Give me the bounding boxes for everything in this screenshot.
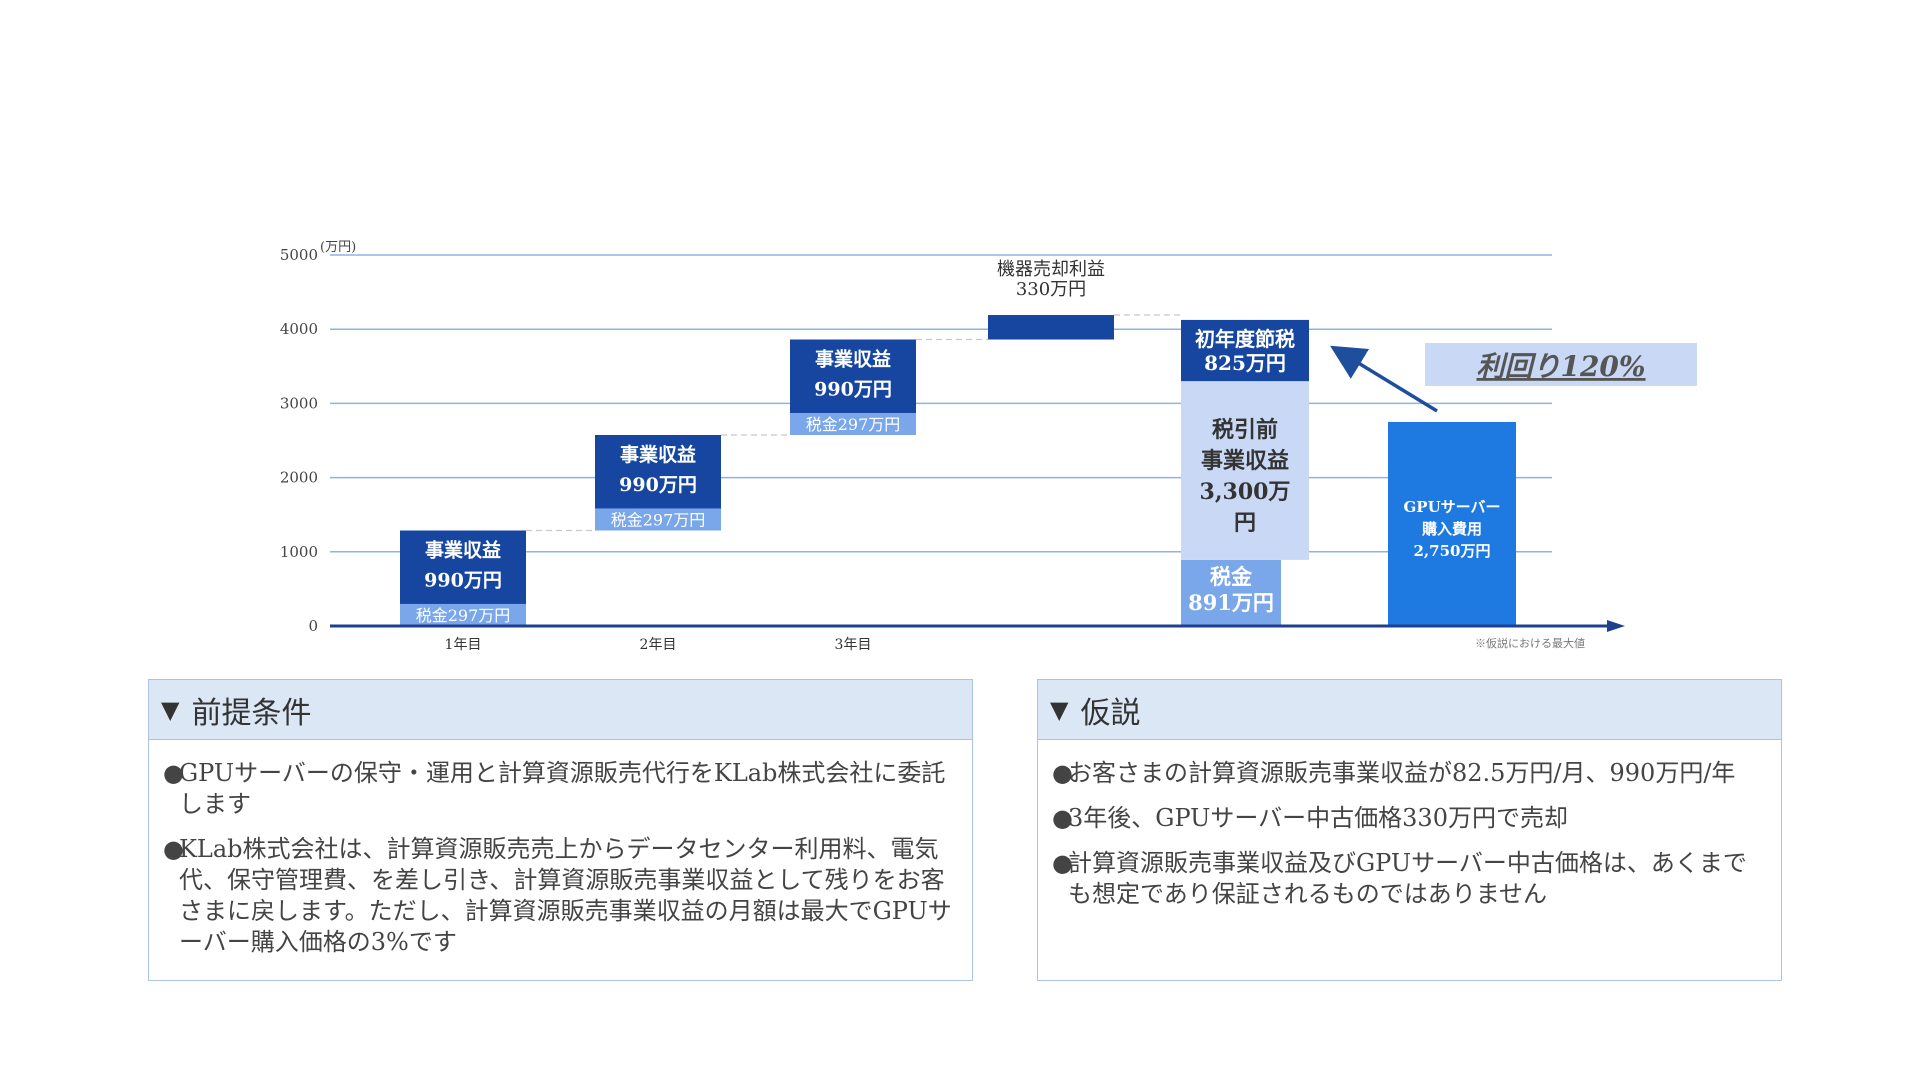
premise-bullet-text: KLab株式会社は、計算資源販売売上からデータセンター利用料、電気代、保守管理費… [179, 835, 952, 956]
hypothesis-bullet-text: 3年後、GPUサーバー中古価格330万円で売却 [1068, 804, 1568, 832]
bar-y2-rev [595, 435, 721, 509]
bar-total-pretax [1181, 381, 1309, 560]
triangle-down-icon: ▼ [1050, 695, 1069, 724]
y-tick-label: 0 [308, 617, 318, 635]
bar-label-y3-rev: 990万円 [814, 379, 892, 401]
premise-panel-title: 前提条件 [191, 695, 312, 731]
bar-label-y3-rev: 事業収益 [815, 348, 891, 371]
x-tick-label: 2年目 [640, 637, 677, 653]
bar-total-taxsave [1181, 319, 1309, 382]
triangle-down-icon: ▼ [161, 695, 180, 724]
y-tick-label: 2000 [280, 469, 318, 487]
x-axis [330, 620, 1625, 632]
y-tick-label: 1000 [280, 543, 318, 561]
premise-bullet-text: GPUサーバーの保守・運用と計算資源販売代行をKLab株式会社に委託します [179, 759, 946, 818]
bar-label-gpu-cost: GPUサーバー [1403, 498, 1500, 516]
bar-label-total-tax: 891万円 [1188, 590, 1274, 615]
list-item: ● 3年後、GPUサーバー中古価格330万円で売却 [1052, 803, 1765, 834]
hypothesis-panel-body: ● お客さまの計算資源販売事業収益が82.5万円/月、990万円/年 ● 3年後… [1038, 740, 1781, 910]
bar-label-y1-rev: 990万円 [424, 570, 502, 592]
bar-label-total-pretax: 税引前 [1212, 417, 1278, 443]
hypothesis-panel: ▼ 仮説 ● お客さまの計算資源販売事業収益が82.5万円/月、990万円/年 … [1037, 679, 1782, 981]
y-axis-tick-labels: 0 1000 2000 3000 4000 5000 [280, 246, 318, 635]
bar-label-y1-rev: 事業収益 [425, 539, 501, 562]
premise-panel-body: ● GPUサーバーの保守・運用と計算資源販売代行をKLab株式会社に委託します … [149, 740, 972, 958]
bullet-icon: ● [1052, 804, 1073, 832]
bar-label-y1-tax: 税金297万円 [416, 606, 511, 625]
yield-box [1425, 343, 1697, 386]
hypothesis-bullet-text: 計算資源販売事業収益及びGPUサーバー中古価格は、あくまでも想定であり保証される… [1068, 849, 1747, 908]
bar-label-sale: 機器売却利益 [997, 259, 1105, 280]
list-item: ● KLab株式会社は、計算資源販売売上からデータセンター利用料、電気代、保守管… [163, 834, 956, 958]
bar-y1-tax [400, 603, 526, 626]
bar-y2-tax [595, 508, 721, 531]
bar-y1-rev [400, 530, 526, 604]
yield-arrow-icon [1330, 345, 1438, 413]
bar-y3-tax [790, 412, 916, 436]
bar-label-y2-rev: 990万円 [619, 474, 697, 496]
connector-lines [526, 314, 1181, 532]
x-tick-label: 1年目 [445, 637, 482, 653]
x-tick-label: 3年目 [835, 637, 872, 653]
hypothesis-bullet-text: お客さまの計算資源販売事業収益が82.5万円/月、990万円/年 [1068, 759, 1736, 787]
y-tick-label: 5000 [280, 246, 318, 264]
bullet-icon: ● [1052, 849, 1073, 877]
hypothesis-panel-header: ▼ 仮説 [1038, 680, 1781, 740]
bullet-icon: ● [163, 759, 184, 787]
list-item: ● 計算資源販売事業収益及びGPUサーバー中古価格は、あくまでも想定であり保証さ… [1052, 848, 1765, 910]
hypothesis-panel-title: 仮説 [1080, 695, 1141, 731]
bar-label-total-taxsave: 825万円 [1204, 351, 1286, 375]
bar-label-total-tax: 税金 [1210, 564, 1253, 589]
y-axis-unit-label: (万円) [320, 240, 356, 255]
bar-gpu-cost [1388, 421, 1516, 626]
bar-label-total-pretax: 円 [1234, 510, 1256, 536]
list-item: ● お客さまの計算資源販売事業収益が82.5万円/月、990万円/年 [1052, 758, 1765, 789]
bar-label-y3-tax: 税金297万円 [806, 415, 901, 434]
y-tick-label: 3000 [280, 394, 318, 412]
bar-label-total-taxsave: 初年度節税 [1195, 327, 1295, 351]
bar-label-gpu-cost: 2,750万円 [1414, 542, 1491, 560]
yield-callout: 利回り120% [1330, 343, 1697, 413]
x-axis-arrow-icon [1607, 620, 1625, 632]
x-axis-category-labels: 1年目 2年目 3年目 [445, 637, 872, 653]
list-item: ● GPUサーバーの保守・運用と計算資源販売代行をKLab株式会社に委託します [163, 758, 956, 820]
bar-sale [988, 315, 1114, 340]
footnote: ※仮説における最大値 [1475, 636, 1585, 650]
bars: 税金297万円事業収益990万円税金297万円事業収益990万円税金297万円事… [400, 259, 1516, 626]
bar-total-tax [1181, 559, 1281, 626]
yield-label: 利回り120% [1476, 350, 1645, 383]
bar-label-gpu-cost: 購入費用 [1421, 520, 1482, 538]
bar-label-total-pretax: 3,300万 [1200, 479, 1291, 505]
bar-label-y2-rev: 事業収益 [620, 443, 696, 466]
bar-label-sale: 330万円 [1016, 279, 1086, 300]
bullet-icon: ● [1052, 759, 1073, 787]
premise-panel-header: ▼ 前提条件 [149, 680, 972, 740]
bullet-icon: ● [163, 835, 184, 863]
premise-panel: ▼ 前提条件 ● GPUサーバーの保守・運用と計算資源販売代行をKLab株式会社… [148, 679, 973, 981]
bar-label-total-pretax: 事業収益 [1201, 448, 1289, 474]
bar-y3-rev [790, 339, 916, 413]
bar-label-y2-tax: 税金297万円 [611, 510, 706, 529]
y-tick-label: 4000 [280, 320, 318, 338]
grid-lines [330, 254, 1552, 553]
